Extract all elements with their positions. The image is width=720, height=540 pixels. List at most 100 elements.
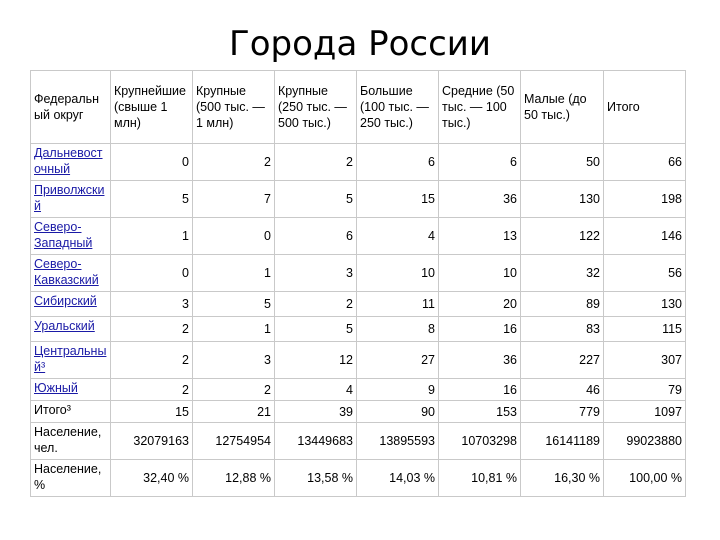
region-cell: Население, % bbox=[30, 459, 111, 497]
region-link[interactable]: Уральский bbox=[34, 319, 95, 333]
value-cell: 9 bbox=[356, 378, 439, 401]
value-cell: 130 bbox=[520, 180, 604, 218]
region-cell: Центральны й³ bbox=[30, 341, 111, 379]
value-cell: 13,58 % bbox=[274, 459, 357, 497]
value-cell: 3 bbox=[274, 254, 357, 292]
header-cell: Средние (50 тыс. — 100 тыс.) bbox=[438, 70, 521, 144]
table-row: Приволжски й 5 7 5 15 36 130 198 bbox=[30, 180, 686, 218]
value-cell: 1 bbox=[192, 254, 275, 292]
value-cell: 39 bbox=[274, 400, 357, 423]
value-cell: 146 bbox=[603, 217, 686, 255]
value-cell: 16 bbox=[438, 378, 521, 401]
header-cell: Крупные (500 тыс. — 1 млн) bbox=[192, 70, 275, 144]
table-row: Северо-Кавказский 0 1 3 10 10 32 56 bbox=[30, 254, 686, 292]
region-cell: Приволжски й bbox=[30, 180, 111, 218]
value-cell: 36 bbox=[438, 180, 521, 218]
value-cell: 227 bbox=[520, 341, 604, 379]
value-cell: 10 bbox=[438, 254, 521, 292]
value-cell: 32079163 bbox=[110, 422, 193, 460]
region-cell: Сибирский bbox=[30, 291, 111, 317]
region-cell: Уральский bbox=[30, 316, 111, 342]
value-cell: 100,00 % bbox=[603, 459, 686, 497]
page-title: Города России bbox=[229, 24, 491, 64]
region-link[interactable]: Дальневост очный bbox=[34, 146, 103, 176]
value-cell: 13 bbox=[438, 217, 521, 255]
region-link[interactable]: Центральны й³ bbox=[34, 344, 107, 374]
value-cell: 115 bbox=[603, 316, 686, 342]
value-cell: 6 bbox=[356, 143, 439, 181]
region-link[interactable]: Сибирский bbox=[34, 294, 97, 308]
header-cell: Итого bbox=[603, 70, 686, 144]
value-cell: 20 bbox=[438, 291, 521, 317]
value-cell: 5 bbox=[274, 180, 357, 218]
value-cell: 2 bbox=[110, 341, 193, 379]
value-cell: 12 bbox=[274, 341, 357, 379]
value-cell: 16,30 % bbox=[520, 459, 604, 497]
value-cell: 27 bbox=[356, 341, 439, 379]
value-cell: 79 bbox=[603, 378, 686, 401]
table-row: Население, % 32,40 % 12,88 % 13,58 % 14,03 %… bbox=[30, 459, 686, 497]
value-cell: 4 bbox=[274, 378, 357, 401]
value-cell: 0 bbox=[192, 217, 275, 255]
value-cell: 8 bbox=[356, 316, 439, 342]
value-cell: 11 bbox=[356, 291, 439, 317]
region-cell: Население, чел. bbox=[30, 422, 111, 460]
value-cell: 14,03 % bbox=[356, 459, 439, 497]
value-cell: 1 bbox=[110, 217, 193, 255]
region-cell: Южный bbox=[30, 378, 111, 401]
table-row: Центральны й³ 2 3 12 27 36 227 307 bbox=[30, 341, 686, 379]
value-cell: 2 bbox=[110, 316, 193, 342]
value-cell: 7 bbox=[192, 180, 275, 218]
value-cell: 13449683 bbox=[274, 422, 357, 460]
value-cell: 21 bbox=[192, 400, 275, 423]
value-cell: 5 bbox=[192, 291, 275, 317]
value-cell: 46 bbox=[520, 378, 604, 401]
value-cell: 0 bbox=[110, 143, 193, 181]
value-cell: 10 bbox=[356, 254, 439, 292]
value-cell: 13895593 bbox=[356, 422, 439, 460]
value-cell: 2 bbox=[274, 143, 357, 181]
cities-table: Федеральн ый округ Крупнейшие (свыше 1 м… bbox=[30, 70, 686, 497]
value-cell: 83 bbox=[520, 316, 604, 342]
table-row: Северо-Западный 1 0 6 4 13 122 146 bbox=[30, 217, 686, 255]
value-cell: 16 bbox=[438, 316, 521, 342]
region-cell: Дальневост очный bbox=[30, 143, 111, 181]
value-cell: 16141189 bbox=[520, 422, 604, 460]
value-cell: 307 bbox=[603, 341, 686, 379]
value-cell: 5 bbox=[110, 180, 193, 218]
value-cell: 6 bbox=[438, 143, 521, 181]
table-row: Население, чел. 32079163 12754954 13449683 1… bbox=[30, 422, 686, 460]
value-cell: 66 bbox=[603, 143, 686, 181]
value-cell: 2 bbox=[192, 143, 275, 181]
header-cell: Малые (до 50 тыс.) bbox=[520, 70, 604, 144]
row-label: Итого³ bbox=[34, 403, 71, 417]
value-cell: 130 bbox=[603, 291, 686, 317]
table-row: Итого³ 15 21 39 90 153 779 1097 bbox=[30, 400, 686, 423]
value-cell: 1 bbox=[192, 316, 275, 342]
value-cell: 2 bbox=[192, 378, 275, 401]
header-row: Федеральн ый округ Крупнейшие (свыше 1 м… bbox=[30, 70, 686, 144]
value-cell: 1097 bbox=[603, 400, 686, 423]
header-cell: Большие (100 тыс. — 250 тыс.) bbox=[356, 70, 439, 144]
value-cell: 10,81 % bbox=[438, 459, 521, 497]
header-cell: Крупные (250 тыс. — 500 тыс.) bbox=[274, 70, 357, 144]
value-cell: 12,88 % bbox=[192, 459, 275, 497]
value-cell: 2 bbox=[274, 291, 357, 317]
region-link[interactable]: Южный bbox=[34, 381, 78, 395]
region-link[interactable]: Приволжски й bbox=[34, 183, 105, 213]
value-cell: 50 bbox=[520, 143, 604, 181]
value-cell: 3 bbox=[192, 341, 275, 379]
region-link[interactable]: Северо-Западный bbox=[34, 220, 93, 250]
value-cell: 10703298 bbox=[438, 422, 521, 460]
value-cell: 15 bbox=[110, 400, 193, 423]
value-cell: 89 bbox=[520, 291, 604, 317]
region-cell: Северо-Кавказский bbox=[30, 254, 111, 292]
value-cell: 15 bbox=[356, 180, 439, 218]
table-row: Сибирский 3 5 2 11 20 89 130 bbox=[30, 291, 686, 317]
value-cell: 4 bbox=[356, 217, 439, 255]
region-link[interactable]: Северо-Кавказский bbox=[34, 257, 99, 287]
value-cell: 32 bbox=[520, 254, 604, 292]
value-cell: 6 bbox=[274, 217, 357, 255]
table-row: Дальневост очный 0 2 2 6 6 50 66 bbox=[30, 143, 686, 181]
value-cell: 12754954 bbox=[192, 422, 275, 460]
